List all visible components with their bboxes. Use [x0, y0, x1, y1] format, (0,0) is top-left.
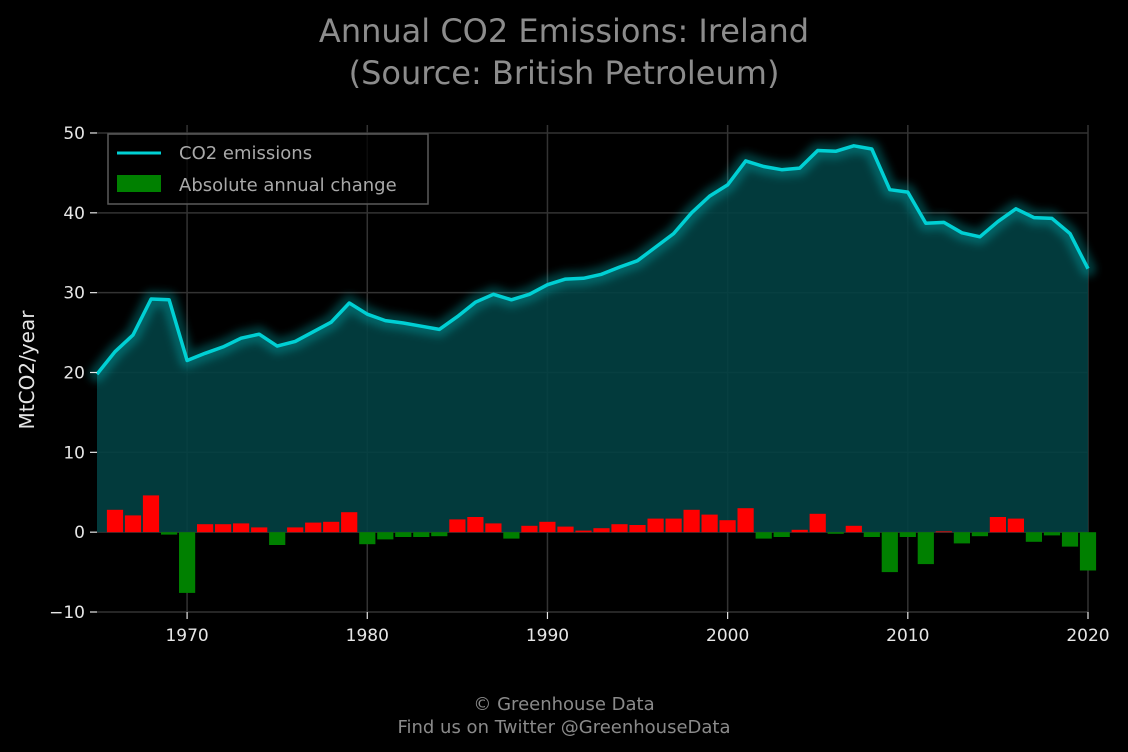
- change-bar: [1007, 518, 1024, 533]
- change-bar: [917, 532, 934, 565]
- change-bar: [1079, 532, 1097, 571]
- change-bar: [521, 525, 538, 533]
- change-bar: [737, 508, 754, 533]
- x-tick-label: 2010: [886, 626, 929, 646]
- chart-title-line2: (Source: British Petroleum): [348, 54, 780, 92]
- change-bar: [377, 532, 394, 540]
- change-bar: [575, 530, 592, 533]
- change-bar: [989, 517, 1006, 533]
- area-fill-shape: [97, 145, 1088, 533]
- x-tick-label: 1970: [165, 626, 208, 646]
- change-bar: [269, 532, 286, 545]
- chart-title: Annual CO2 Emissions: Ireland (Source: B…: [0, 10, 1128, 94]
- y-tick-label: 0: [74, 523, 85, 543]
- chart-title-line1: Annual CO2 Emissions: Ireland: [318, 12, 810, 50]
- x-tick-label: 1990: [526, 626, 569, 646]
- change-bar: [485, 523, 502, 533]
- change-bar: [809, 513, 826, 533]
- change-bar: [233, 523, 250, 533]
- change-bar: [251, 527, 268, 533]
- y-tick-label: 20: [63, 363, 85, 383]
- legend-label-change: Absolute annual change: [179, 175, 397, 196]
- change-bar: [287, 527, 304, 533]
- change-bar: [881, 532, 898, 573]
- change-bar: [791, 529, 808, 533]
- change-bar: [161, 532, 178, 535]
- change-bar: [611, 524, 628, 533]
- axes: −10 0 10 20 30 40 50 1970 1980 1990 2000 2010 2020: [49, 124, 1110, 646]
- change-bar: [124, 515, 142, 533]
- change-bar: [755, 532, 772, 539]
- footer-copyright: © Greenhouse Data: [473, 694, 655, 715]
- change-bar: [197, 524, 214, 533]
- change-bar: [593, 528, 610, 533]
- change-bar: [142, 495, 160, 533]
- change-bar: [1061, 532, 1079, 547]
- change-bar: [305, 522, 322, 533]
- change-bar: [106, 509, 124, 533]
- emissions-line: [95, 144, 1090, 376]
- emissions-line-group: [89, 137, 1096, 383]
- change-bar: [863, 532, 880, 537]
- y-tick-label: −10: [49, 603, 85, 623]
- y-tick-label: 10: [63, 443, 85, 463]
- change-bar: [179, 532, 196, 593]
- change-bar: [323, 521, 340, 533]
- change-bar: [953, 532, 970, 544]
- change-bar: [773, 532, 790, 537]
- change-bar: [341, 512, 358, 533]
- footer-twitter: Find us on Twitter @GreenhouseData: [397, 717, 731, 738]
- change-bar: [1043, 532, 1061, 536]
- change-bar: [665, 518, 682, 533]
- change-bar: [1025, 532, 1042, 542]
- change-bar: [503, 532, 520, 539]
- x-tick-label: 2000: [706, 626, 749, 646]
- change-bar: [683, 509, 700, 533]
- change-bar: [431, 532, 448, 537]
- footer: © Greenhouse Data Find us on Twitter @Gr…: [0, 693, 1128, 739]
- change-bar: [935, 531, 952, 533]
- legend: CO2 emissions Absolute annual change: [107, 133, 429, 205]
- change-bar: [845, 525, 862, 533]
- change-bar: [629, 525, 646, 533]
- y-axis-label: MtCO2/year: [15, 310, 39, 430]
- change-bar: [395, 532, 412, 537]
- change-bar: [215, 524, 232, 533]
- change-bars: [106, 495, 1097, 593]
- y-tick-label: 30: [63, 284, 85, 304]
- change-bar: [827, 532, 844, 534]
- x-tick-label: 2020: [1066, 626, 1109, 646]
- area-fill: [97, 145, 1088, 533]
- change-bar: [971, 532, 988, 537]
- change-bar: [647, 518, 664, 533]
- change-bar: [449, 519, 466, 533]
- change-bar: [467, 517, 484, 533]
- change-bar: [557, 526, 574, 533]
- legend-label-emissions: CO2 emissions: [179, 143, 312, 164]
- y-tick-label: 50: [63, 124, 85, 144]
- x-tick-label: 1980: [346, 626, 389, 646]
- change-bar: [701, 514, 718, 533]
- y-tick-label: 40: [63, 204, 85, 224]
- legend-bar-swatch: [117, 175, 161, 192]
- legend-box: [107, 133, 429, 205]
- change-bar: [359, 532, 376, 545]
- change-bar: [413, 532, 430, 537]
- change-bar: [899, 532, 916, 537]
- change-bar: [719, 520, 736, 533]
- change-bar: [539, 521, 556, 533]
